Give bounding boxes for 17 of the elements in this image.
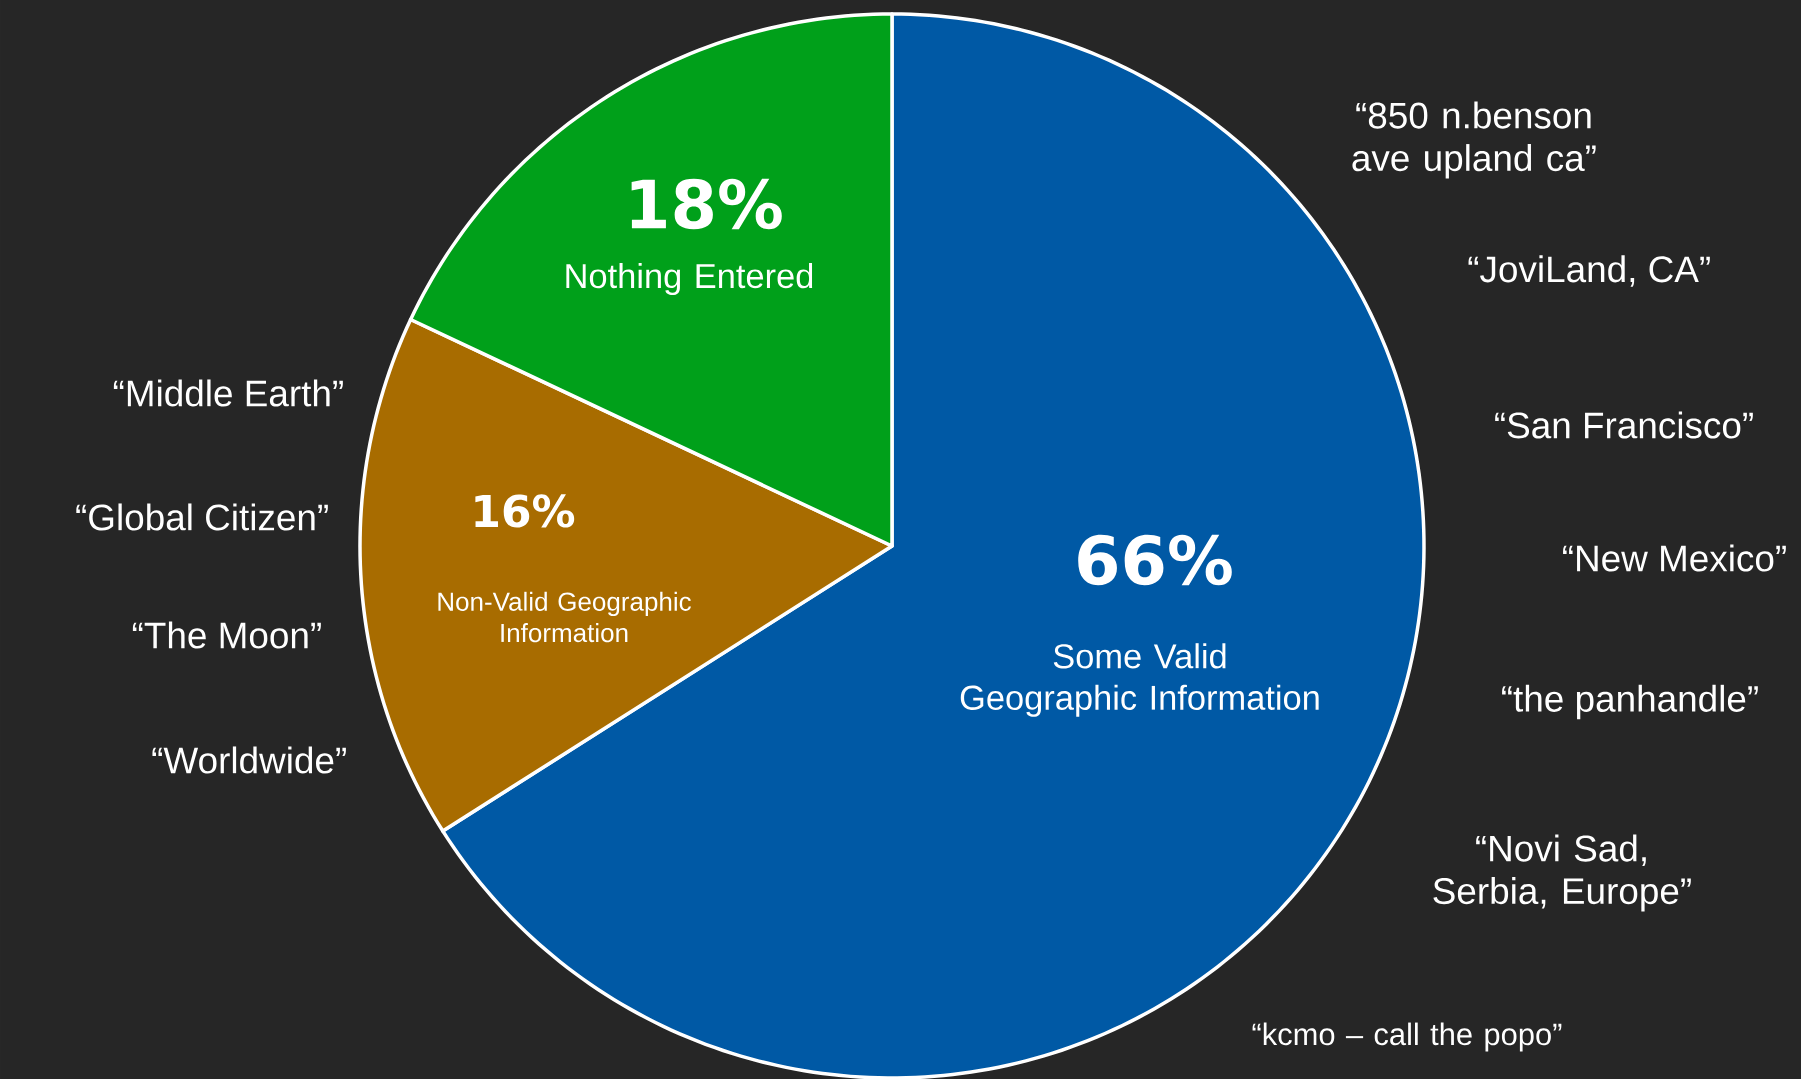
- data-label: 66%: [1078, 534, 1232, 586]
- data-label: 18%: [631, 178, 782, 230]
- text: “kcmo – call the popo”: [1252, 1022, 1562, 1052]
- text: “Novi Sad, Serbia, Europe”: [1433, 834, 1691, 912]
- text: “the panhandle”: [1502, 684, 1758, 720]
- text: “Global Citizen”: [76, 503, 328, 531]
- text: “New Mexico”: [1563, 544, 1786, 572]
- slice-label: Nothing Entered: [566, 263, 813, 296]
- text: “Middle Earth”: [113, 379, 343, 407]
- text: “Worldwide”: [152, 746, 346, 774]
- slice-label: Some Valid Geographic Information: [960, 643, 1319, 717]
- text: “The Moon”: [132, 621, 321, 649]
- text: “850 n.benson ave upland ca”: [1352, 101, 1596, 179]
- text: “San Francisco”: [1495, 411, 1753, 439]
- data-label: 16%: [475, 494, 575, 528]
- text: “JoviLand, CA”: [1468, 255, 1710, 287]
- slice-label: Non-Valid Geographic Information: [438, 591, 691, 643]
